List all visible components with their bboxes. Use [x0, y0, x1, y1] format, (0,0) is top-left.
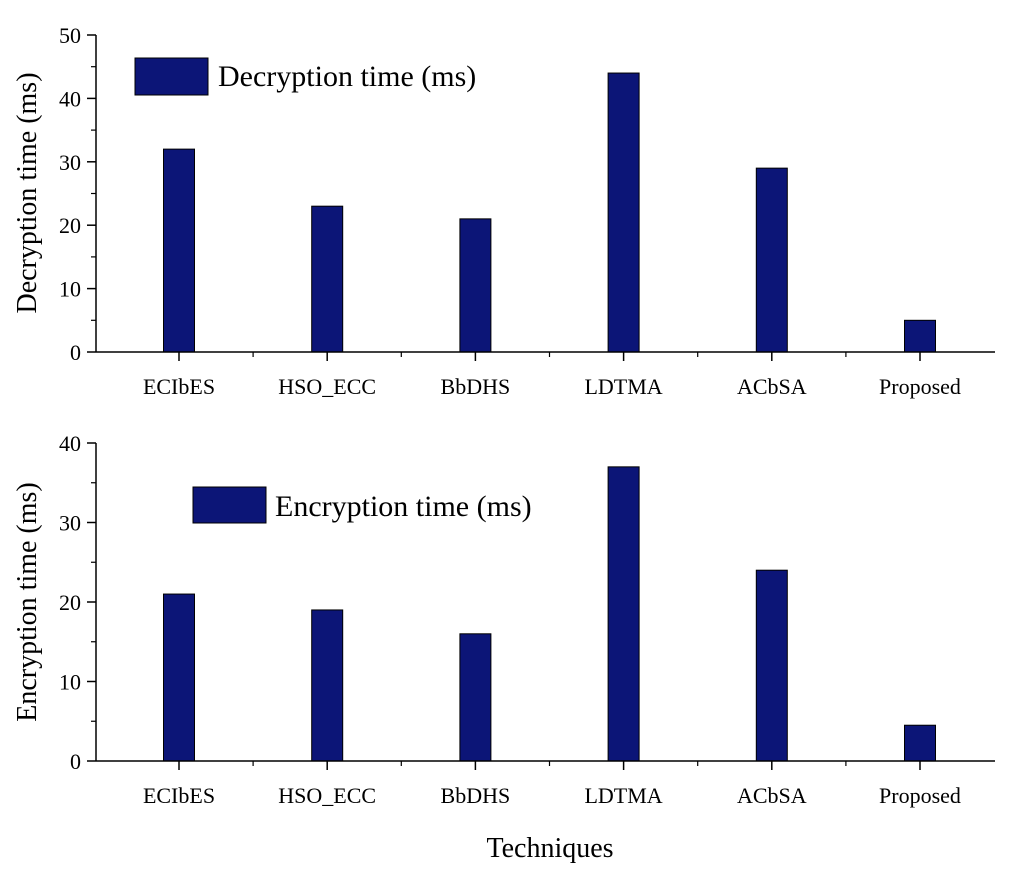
y-tick-label: 30 — [59, 511, 81, 536]
y-tick-label: 30 — [59, 150, 81, 175]
y-tick-label: 0 — [70, 749, 81, 774]
x-tick-label: BbDHS — [441, 374, 511, 399]
y-tick-label: 40 — [59, 86, 81, 111]
y-tick-label: 50 — [59, 23, 81, 48]
bar-bbdhs — [459, 218, 492, 353]
bar-acbsa — [755, 569, 788, 762]
decryption-chart: 0 10 20 30 40 50 ECIbES HSO_ECC BbDHS LDTMA ACbSA P… — [12, 23, 995, 399]
bar-hso-ecc — [311, 205, 344, 353]
y-tick-label: 20 — [59, 590, 81, 615]
encryption-chart: 0 10 20 30 40 ECIbES HSO_ECC BbDHS LDTMA ACbSA Pro… — [12, 431, 995, 808]
x-tick-label: BbDHS — [441, 783, 511, 808]
legend-label: Encryption time (ms) — [275, 490, 532, 523]
bar-ldtma — [607, 72, 640, 353]
y-tick-label: 20 — [59, 213, 81, 238]
x-tick-label: ECIbES — [143, 374, 215, 399]
bar-bbdhs — [459, 633, 492, 762]
x-axis-title: Techniques — [486, 833, 613, 864]
x-tick-label: LDTMA — [584, 374, 662, 399]
y-tick-label: 0 — [70, 340, 81, 365]
bar-proposed — [904, 724, 936, 762]
legend-swatch — [192, 486, 267, 524]
x-tick-label: ACbSA — [737, 374, 807, 399]
y-tick-label: 40 — [59, 431, 81, 456]
x-tick-label: ACbSA — [737, 783, 807, 808]
y-tick-label: 10 — [59, 277, 81, 302]
y-axis-title: Encryption time (ms) — [12, 482, 43, 722]
bar-ecibes — [163, 593, 195, 762]
bar-hso-ecc — [311, 609, 344, 762]
legend-swatch — [134, 57, 209, 96]
x-tick-label: Proposed — [879, 783, 961, 808]
bar-acbsa — [755, 167, 788, 353]
x-tick-label: Proposed — [879, 374, 961, 399]
y-axis-title: Decryption time (ms) — [12, 72, 43, 313]
x-tick-label: ECIbES — [143, 783, 215, 808]
bar-ldtma — [607, 466, 640, 762]
x-tick-label: LDTMA — [584, 783, 662, 808]
x-tick-label: HSO_ECC — [278, 374, 376, 399]
bar-ecibes — [163, 148, 195, 353]
y-tick-label: 10 — [59, 670, 81, 695]
x-tick-label: HSO_ECC — [278, 783, 376, 808]
bar-proposed — [904, 319, 936, 353]
legend-label: Decryption time (ms) — [218, 60, 476, 93]
